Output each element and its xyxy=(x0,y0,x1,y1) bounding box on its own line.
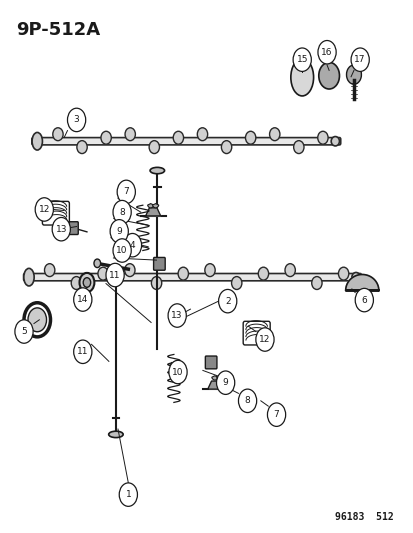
Circle shape xyxy=(15,320,33,343)
Circle shape xyxy=(123,233,141,257)
Circle shape xyxy=(74,340,92,364)
Text: 11: 11 xyxy=(109,271,121,279)
Text: 10: 10 xyxy=(116,246,128,255)
Wedge shape xyxy=(216,376,223,380)
Ellipse shape xyxy=(124,264,135,277)
Ellipse shape xyxy=(317,131,327,144)
FancyBboxPatch shape xyxy=(205,356,216,369)
Wedge shape xyxy=(318,62,339,89)
Circle shape xyxy=(79,273,94,292)
Ellipse shape xyxy=(125,128,135,141)
Circle shape xyxy=(35,198,53,221)
Ellipse shape xyxy=(53,128,63,141)
Circle shape xyxy=(67,108,85,132)
Wedge shape xyxy=(152,204,159,208)
Circle shape xyxy=(354,288,373,312)
Circle shape xyxy=(216,371,234,394)
Ellipse shape xyxy=(77,141,87,154)
Text: 3: 3 xyxy=(74,116,79,124)
Text: 5: 5 xyxy=(21,327,27,336)
FancyBboxPatch shape xyxy=(32,138,340,145)
Circle shape xyxy=(94,259,100,268)
Circle shape xyxy=(317,41,335,64)
Circle shape xyxy=(74,288,92,311)
Text: 12: 12 xyxy=(259,335,270,344)
Circle shape xyxy=(292,48,311,71)
Ellipse shape xyxy=(269,128,279,141)
Text: 13: 13 xyxy=(171,311,183,320)
Text: 16: 16 xyxy=(320,48,332,56)
Text: 7: 7 xyxy=(123,188,129,196)
Text: 10: 10 xyxy=(172,368,183,376)
Circle shape xyxy=(117,180,135,204)
Polygon shape xyxy=(145,208,160,216)
Text: 4: 4 xyxy=(129,241,135,249)
Ellipse shape xyxy=(293,141,303,154)
Text: 14: 14 xyxy=(77,295,88,304)
Text: 8: 8 xyxy=(244,397,250,405)
Text: 13: 13 xyxy=(55,225,67,233)
Wedge shape xyxy=(346,65,361,84)
FancyBboxPatch shape xyxy=(153,257,165,270)
Ellipse shape xyxy=(150,167,164,174)
Circle shape xyxy=(119,483,137,506)
Ellipse shape xyxy=(173,131,183,144)
Ellipse shape xyxy=(98,267,108,280)
Ellipse shape xyxy=(204,264,215,277)
Ellipse shape xyxy=(258,267,268,280)
Ellipse shape xyxy=(338,267,348,280)
Ellipse shape xyxy=(151,277,161,289)
Ellipse shape xyxy=(290,59,313,96)
FancyBboxPatch shape xyxy=(66,222,78,235)
Ellipse shape xyxy=(351,272,359,282)
Text: 96183  512: 96183 512 xyxy=(334,512,392,522)
Circle shape xyxy=(255,328,273,351)
Polygon shape xyxy=(345,274,378,290)
Circle shape xyxy=(28,308,46,332)
Circle shape xyxy=(168,304,186,327)
Ellipse shape xyxy=(24,269,34,286)
Ellipse shape xyxy=(101,131,111,144)
Ellipse shape xyxy=(108,431,123,438)
Text: 2: 2 xyxy=(224,297,230,305)
Ellipse shape xyxy=(221,141,231,154)
Ellipse shape xyxy=(149,141,159,154)
Text: 12: 12 xyxy=(38,205,50,214)
Circle shape xyxy=(238,389,256,413)
Circle shape xyxy=(113,239,131,262)
Text: 9: 9 xyxy=(222,378,228,387)
Ellipse shape xyxy=(197,128,207,141)
Wedge shape xyxy=(147,204,154,208)
Text: 9P-512A: 9P-512A xyxy=(17,21,100,39)
Text: 8: 8 xyxy=(119,208,125,216)
Ellipse shape xyxy=(71,277,81,289)
Circle shape xyxy=(110,220,128,243)
Circle shape xyxy=(350,48,368,71)
Polygon shape xyxy=(207,381,222,389)
Circle shape xyxy=(52,217,70,241)
Text: 6: 6 xyxy=(361,296,366,304)
Text: 1: 1 xyxy=(125,490,131,499)
Circle shape xyxy=(106,263,124,287)
Text: 17: 17 xyxy=(354,55,365,64)
Ellipse shape xyxy=(231,277,241,289)
Ellipse shape xyxy=(245,131,255,144)
Ellipse shape xyxy=(284,264,294,277)
Circle shape xyxy=(218,289,236,313)
Text: 15: 15 xyxy=(296,55,307,64)
Ellipse shape xyxy=(311,277,321,289)
FancyBboxPatch shape xyxy=(24,273,361,281)
Wedge shape xyxy=(211,376,218,380)
Text: 9: 9 xyxy=(116,227,122,236)
Circle shape xyxy=(267,403,285,426)
Ellipse shape xyxy=(32,132,42,150)
Ellipse shape xyxy=(178,267,188,280)
Ellipse shape xyxy=(45,264,55,277)
Text: 7: 7 xyxy=(273,410,279,419)
Ellipse shape xyxy=(330,136,339,146)
Circle shape xyxy=(83,278,90,287)
Text: 11: 11 xyxy=(77,348,88,356)
Circle shape xyxy=(169,360,187,384)
Circle shape xyxy=(113,200,131,224)
